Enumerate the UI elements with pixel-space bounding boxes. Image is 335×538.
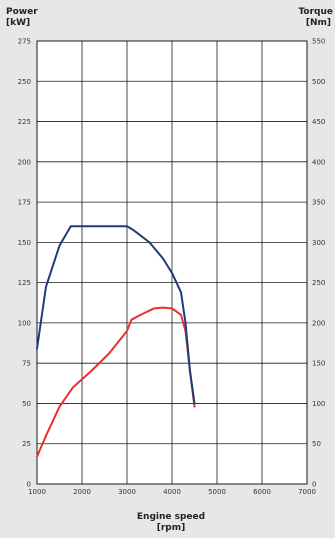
x-tick-label: 6000	[253, 488, 271, 496]
y-right-tick-label: 100	[312, 400, 325, 408]
y-left-tick-label: 0	[27, 481, 31, 489]
y-left-tick-label: 225	[18, 118, 31, 126]
x-axis-unit: [rpm]	[157, 523, 186, 533]
y-right-tick-label: 450	[312, 118, 325, 126]
y-left-tick-label: 175	[18, 199, 31, 207]
x-tick-label: 1000	[28, 488, 46, 496]
x-tick-label: 7000	[298, 488, 316, 496]
y-right-tick-label: 350	[312, 199, 325, 207]
y-left-tick-label: 275	[18, 38, 31, 46]
y-right-axis-unit: [Nm]	[306, 18, 331, 28]
x-tick-label: 3000	[118, 488, 136, 496]
torque-series-line	[36, 225, 196, 405]
y-right-tick-label: 50	[312, 440, 321, 448]
x-tick-label: 4000	[163, 488, 181, 496]
y-left-tick-label: 125	[18, 279, 31, 287]
y-right-tick-label: 550	[312, 38, 325, 46]
y-left-axis-unit: [kW]	[6, 18, 30, 28]
y-left-axis-title: Power	[6, 7, 38, 17]
y-right-tick-label: 500	[312, 78, 325, 86]
y-left-tick-label: 75	[22, 360, 31, 368]
y-left-tick-label: 100	[18, 319, 31, 327]
y-right-tick-label: 200	[312, 319, 325, 327]
x-tick-label: 5000	[208, 488, 226, 496]
y-right-tick-label: 400	[312, 158, 325, 166]
y-right-tick-label: 300	[312, 239, 325, 247]
power-series-line	[36, 306, 196, 458]
y-right-tick-label: 150	[312, 360, 325, 368]
y-left-tick-label: 250	[18, 78, 31, 86]
y-right-tick-label: 250	[312, 279, 325, 287]
y-left-tick-label: 200	[18, 158, 31, 166]
y-left-tick-label: 50	[22, 400, 31, 408]
y-right-axis-title: Torque	[298, 7, 333, 17]
y-right-tick-label: 0	[312, 481, 316, 489]
x-tick-label: 2000	[73, 488, 91, 496]
y-left-tick-label: 150	[18, 239, 31, 247]
x-axis-title: Engine speed	[137, 512, 205, 522]
y-left-tick-label: 25	[22, 440, 31, 448]
